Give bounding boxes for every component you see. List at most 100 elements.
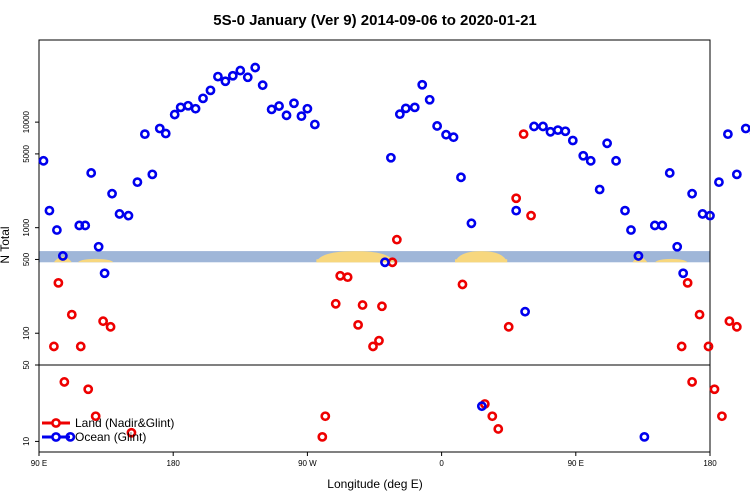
data-point <box>266 104 277 115</box>
data-point <box>309 119 320 130</box>
data-point <box>90 411 101 422</box>
data-point <box>75 341 86 352</box>
land-shape <box>455 259 508 263</box>
x-tick-label: 180 <box>167 459 181 468</box>
y-tick-label: 10000 <box>22 110 31 133</box>
y-tick-label: 5000 <box>22 144 31 162</box>
data-point <box>80 220 91 231</box>
data-point <box>649 220 660 231</box>
data-point <box>132 177 143 188</box>
data-point <box>126 427 137 438</box>
data-point <box>417 79 428 90</box>
data-point <box>657 220 668 231</box>
data-point <box>86 168 97 178</box>
data-point <box>342 272 353 283</box>
data-point <box>380 257 390 268</box>
data-point <box>578 150 589 161</box>
x-tick-label: 90 E <box>568 459 584 468</box>
land-shape <box>654 258 688 263</box>
data-point <box>400 103 411 114</box>
data-point <box>722 129 733 140</box>
data-point <box>740 123 750 134</box>
data-point <box>320 411 331 422</box>
data-point <box>335 270 346 281</box>
data-point <box>250 62 261 73</box>
data-point <box>511 193 522 204</box>
data-point <box>205 85 216 96</box>
data-point <box>511 205 522 216</box>
data-point <box>183 100 194 111</box>
x-tick-label: 90 E <box>31 459 47 468</box>
data-point <box>235 65 246 76</box>
data-point <box>448 132 459 143</box>
data-point <box>441 129 451 140</box>
data-point <box>353 319 363 330</box>
data-point <box>553 125 563 136</box>
data-point <box>664 168 675 178</box>
data-point <box>639 431 650 442</box>
axes: 90 E 180 90 W 0 90 E 180 100 500 1000 5000 10000 10… <box>22 39 717 468</box>
lower-panel-frame <box>38 364 711 453</box>
y-tick-label: 50 <box>22 360 31 369</box>
data-point <box>302 103 313 114</box>
data-point <box>602 138 613 149</box>
data-point <box>717 411 727 422</box>
data-point <box>620 205 630 216</box>
x-tick-label: 180 <box>703 459 717 468</box>
x-tick-label: 90 W <box>298 459 317 468</box>
data-point <box>394 109 405 120</box>
data-point <box>678 268 689 279</box>
data-point <box>357 300 368 310</box>
data-point <box>227 70 238 81</box>
data-point <box>257 80 268 91</box>
legend-marker <box>51 432 61 442</box>
data-points <box>38 62 750 442</box>
legend-marker <box>51 418 61 428</box>
data-point <box>731 169 742 180</box>
data-point <box>697 209 708 219</box>
data-point <box>374 335 384 346</box>
data-point <box>154 123 165 134</box>
upper-panel-frame <box>38 39 711 366</box>
data-point <box>714 177 724 188</box>
data-point <box>169 109 180 120</box>
data-point <box>38 155 49 166</box>
data-point <box>432 121 443 131</box>
data-point <box>368 341 378 352</box>
data-point <box>93 241 104 252</box>
data-point <box>705 210 715 221</box>
data-point <box>724 316 735 327</box>
data-point <box>317 431 328 442</box>
y-tick-label: 100 <box>22 326 31 340</box>
data-point <box>98 316 109 327</box>
data-point <box>585 155 596 166</box>
data-point <box>409 102 420 113</box>
data-point <box>672 241 683 252</box>
data-point <box>676 341 687 352</box>
data-point <box>190 103 201 114</box>
data-point <box>687 377 698 387</box>
data-point <box>594 184 605 195</box>
data-point <box>147 169 158 180</box>
data-point <box>57 251 68 261</box>
data-point <box>105 321 116 332</box>
data-point <box>560 126 571 137</box>
data-point <box>139 129 150 140</box>
data-point <box>242 72 253 83</box>
data-point <box>289 98 299 109</box>
land-shape <box>316 259 394 263</box>
land-series <box>49 129 742 442</box>
data-point <box>53 277 64 288</box>
data-point <box>703 341 714 352</box>
data-point <box>487 411 498 422</box>
data-point <box>493 424 504 434</box>
data-point <box>466 218 477 229</box>
data-point <box>456 172 466 183</box>
land-band <box>39 251 710 263</box>
data-point <box>330 298 341 309</box>
data-point <box>503 321 514 332</box>
data-point <box>538 121 548 132</box>
data-point <box>198 93 208 104</box>
data-point <box>123 210 134 221</box>
